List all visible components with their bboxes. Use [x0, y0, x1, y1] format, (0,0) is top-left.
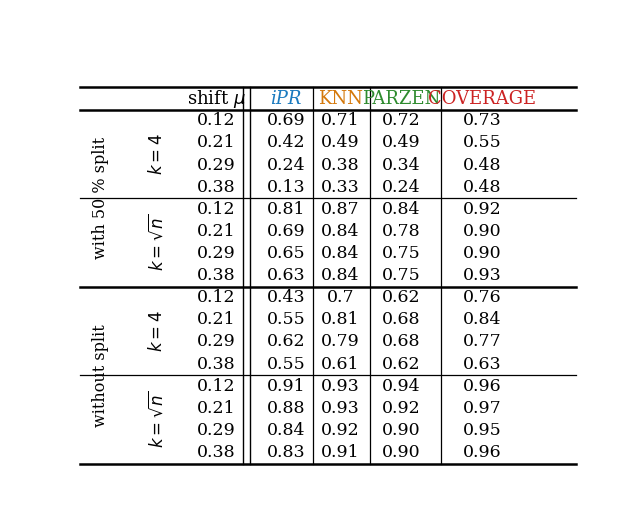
Text: 0.29: 0.29: [197, 156, 236, 173]
Text: 0.29: 0.29: [197, 422, 236, 439]
Text: 0.62: 0.62: [266, 334, 305, 351]
Text: 0.43: 0.43: [266, 289, 305, 306]
Text: 0.62: 0.62: [382, 355, 420, 372]
Text: 0.90: 0.90: [463, 245, 501, 262]
Text: 0.88: 0.88: [267, 400, 305, 417]
Text: 0.21: 0.21: [197, 400, 236, 417]
Text: without split: without split: [92, 324, 109, 427]
Text: 0.84: 0.84: [382, 201, 420, 218]
Text: 0.48: 0.48: [463, 179, 501, 196]
Text: 0.84: 0.84: [321, 245, 360, 262]
Text: 0.75: 0.75: [382, 245, 420, 262]
Text: 0.96: 0.96: [463, 444, 501, 461]
Text: 0.94: 0.94: [382, 378, 420, 395]
Text: 0.63: 0.63: [463, 355, 501, 372]
Text: 0.38: 0.38: [197, 267, 236, 284]
Text: 0.90: 0.90: [382, 444, 420, 461]
Text: 0.12: 0.12: [197, 378, 236, 395]
Text: 0.55: 0.55: [266, 311, 305, 328]
Text: $k=\sqrt{n}$: $k=\sqrt{n}$: [148, 214, 166, 271]
Text: 0.83: 0.83: [266, 444, 305, 461]
Text: 0.48: 0.48: [463, 156, 501, 173]
Text: KNN: KNN: [318, 90, 363, 107]
Text: 0.38: 0.38: [321, 156, 360, 173]
Text: COVERAGE: COVERAGE: [428, 90, 536, 107]
Text: 0.93: 0.93: [321, 378, 360, 395]
Text: 0.34: 0.34: [382, 156, 420, 173]
Text: 0.84: 0.84: [321, 223, 360, 240]
Text: 0.7: 0.7: [326, 289, 354, 306]
Text: 0.91: 0.91: [321, 444, 360, 461]
Text: 0.92: 0.92: [382, 400, 420, 417]
Text: $k=4$: $k=4$: [148, 133, 166, 174]
Text: 0.75: 0.75: [382, 267, 420, 284]
Text: 0.96: 0.96: [463, 378, 501, 395]
Text: 0.90: 0.90: [382, 422, 420, 439]
Text: 0.38: 0.38: [197, 444, 236, 461]
Text: 0.72: 0.72: [382, 112, 420, 129]
Text: 0.68: 0.68: [382, 311, 420, 328]
Text: 0.69: 0.69: [266, 223, 305, 240]
Text: 0.24: 0.24: [382, 179, 420, 196]
Text: 0.65: 0.65: [266, 245, 305, 262]
Text: 0.76: 0.76: [463, 289, 501, 306]
Text: 0.55: 0.55: [462, 135, 501, 152]
Text: 0.87: 0.87: [321, 201, 360, 218]
Text: 0.61: 0.61: [321, 355, 360, 372]
Text: 0.42: 0.42: [266, 135, 305, 152]
Text: 0.21: 0.21: [197, 223, 236, 240]
Text: 0.49: 0.49: [321, 135, 360, 152]
Text: 0.24: 0.24: [266, 156, 305, 173]
Text: 0.12: 0.12: [197, 112, 236, 129]
Text: 0.38: 0.38: [197, 179, 236, 196]
Text: 0.29: 0.29: [197, 245, 236, 262]
Text: PARZEN: PARZEN: [362, 90, 440, 107]
Text: 0.62: 0.62: [382, 289, 420, 306]
Text: shift $\mu$: shift $\mu$: [187, 88, 246, 110]
Text: $k=4$: $k=4$: [148, 310, 166, 352]
Text: 0.81: 0.81: [267, 201, 305, 218]
Text: 0.38: 0.38: [197, 355, 236, 372]
Text: 0.33: 0.33: [321, 179, 360, 196]
Text: with 50 % split: with 50 % split: [92, 137, 109, 259]
Text: 0.84: 0.84: [463, 311, 501, 328]
Text: 0.77: 0.77: [462, 334, 501, 351]
Text: 0.12: 0.12: [197, 289, 236, 306]
Text: 0.73: 0.73: [462, 112, 501, 129]
Text: 0.79: 0.79: [321, 334, 360, 351]
Text: 0.84: 0.84: [321, 267, 360, 284]
Text: 0.69: 0.69: [266, 112, 305, 129]
Text: 0.81: 0.81: [321, 311, 360, 328]
Text: 0.91: 0.91: [266, 378, 305, 395]
Text: 0.92: 0.92: [462, 201, 501, 218]
Text: 0.29: 0.29: [197, 334, 236, 351]
Text: 0.71: 0.71: [321, 112, 360, 129]
Text: 0.21: 0.21: [197, 135, 236, 152]
Text: 0.12: 0.12: [197, 201, 236, 218]
Text: 0.93: 0.93: [321, 400, 360, 417]
Text: 0.84: 0.84: [267, 422, 305, 439]
Text: 0.90: 0.90: [463, 223, 501, 240]
Text: 0.92: 0.92: [321, 422, 360, 439]
Text: 0.63: 0.63: [266, 267, 305, 284]
Text: $k=\sqrt{n}$: $k=\sqrt{n}$: [148, 390, 166, 448]
Text: 0.97: 0.97: [462, 400, 501, 417]
Text: 0.93: 0.93: [462, 267, 501, 284]
Text: 0.13: 0.13: [266, 179, 305, 196]
Text: iPR: iPR: [270, 90, 301, 107]
Text: 0.78: 0.78: [382, 223, 420, 240]
Text: 0.95: 0.95: [462, 422, 501, 439]
Text: 0.49: 0.49: [382, 135, 420, 152]
Text: 0.55: 0.55: [266, 355, 305, 372]
Text: 0.21: 0.21: [197, 311, 236, 328]
Text: 0.68: 0.68: [382, 334, 420, 351]
